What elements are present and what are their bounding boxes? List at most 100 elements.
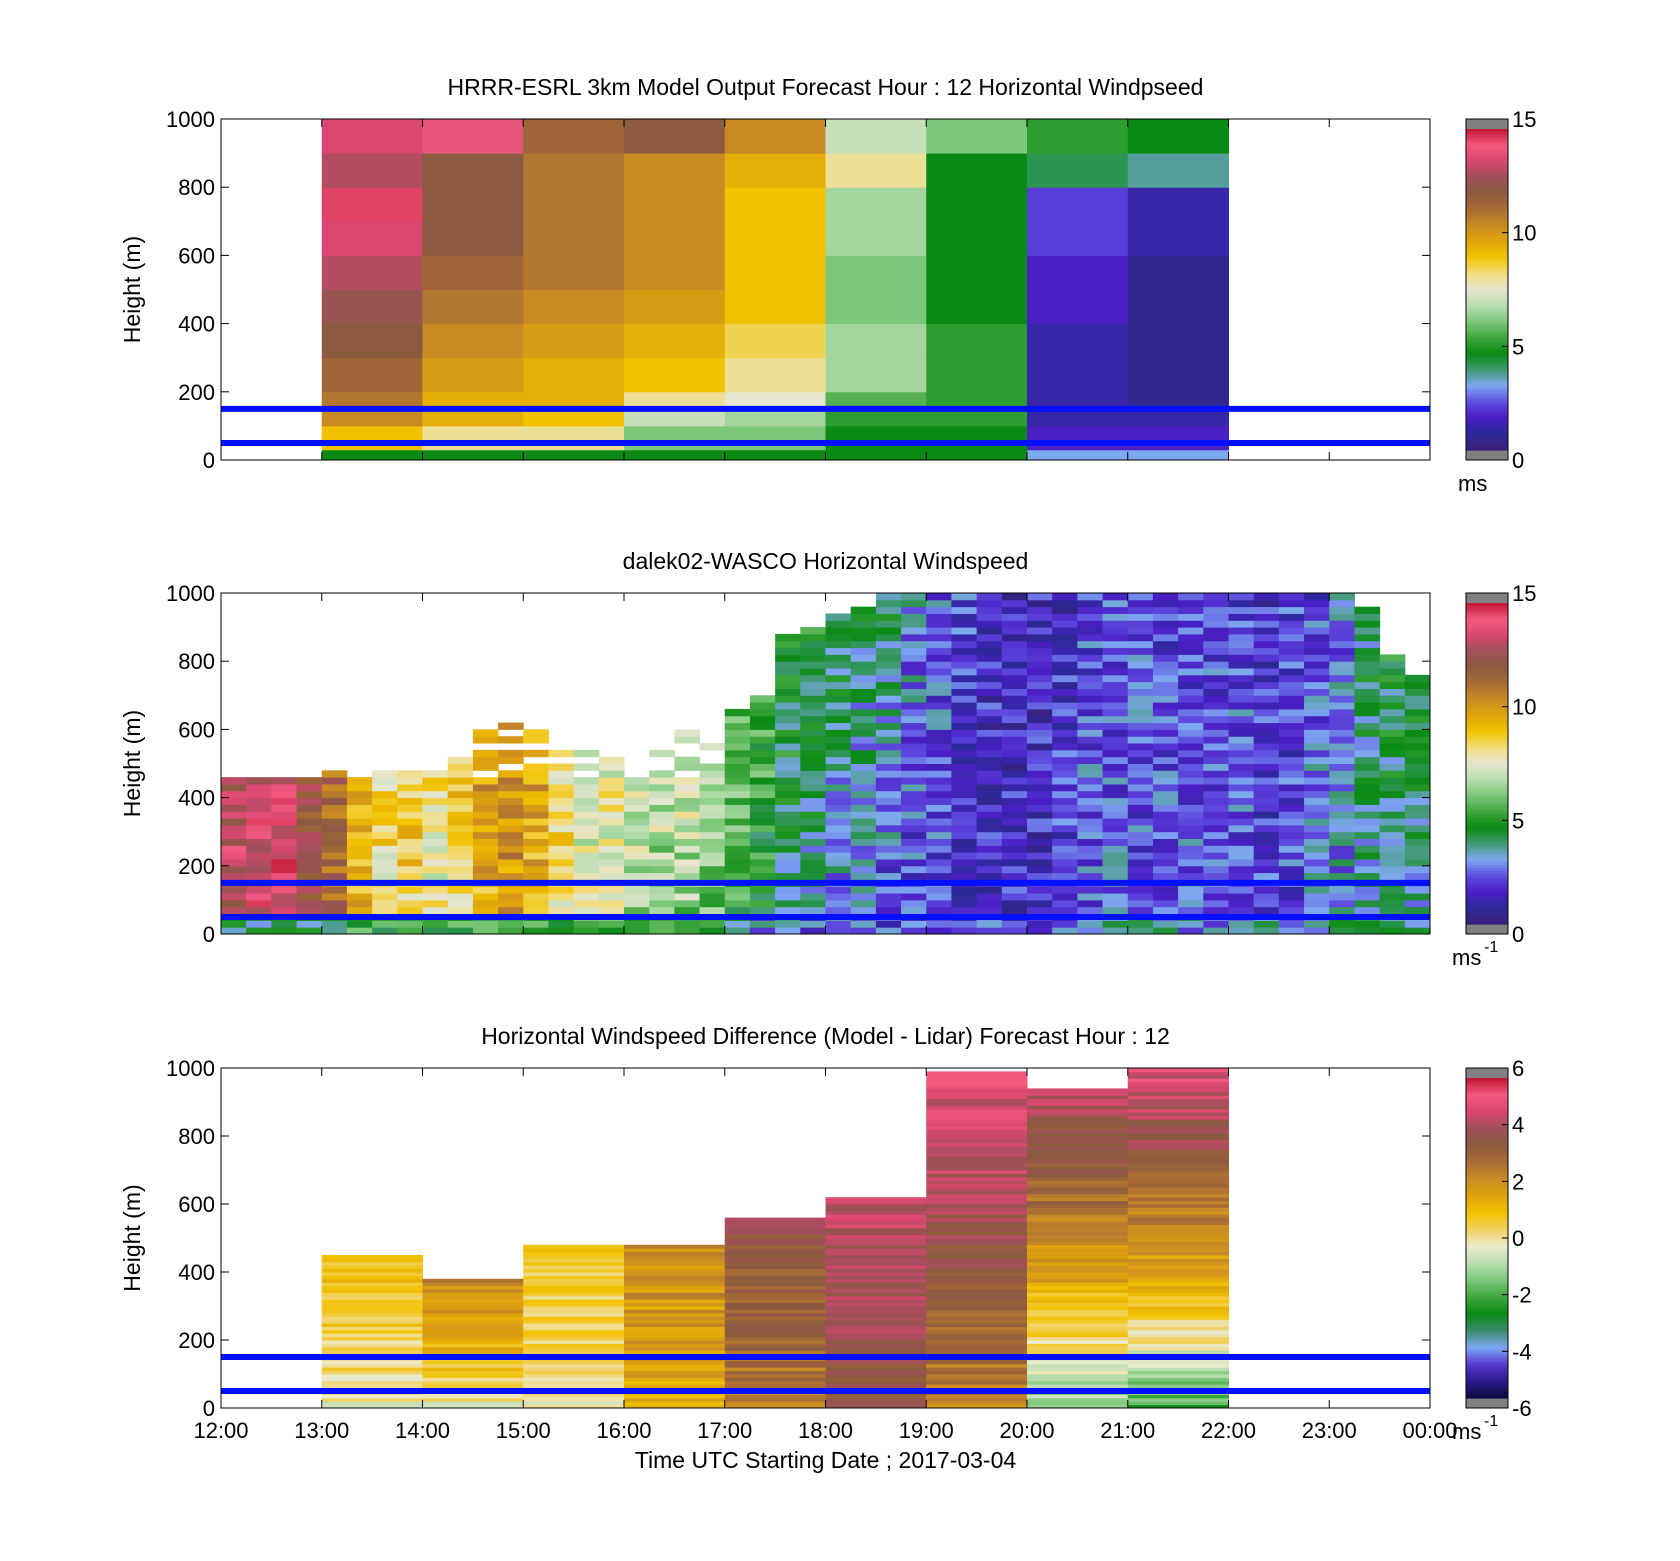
heatmap-cell — [850, 906, 877, 915]
colorbar-segment — [1466, 195, 1508, 200]
colorbar-segment — [1466, 629, 1508, 634]
heatmap-cell — [649, 886, 675, 894]
heatmap-cell — [1027, 818, 1053, 826]
heatmap-cell — [875, 927, 902, 935]
heatmap-cell — [1102, 749, 1129, 758]
heatmap-cell — [1127, 1374, 1229, 1378]
heatmap-cell — [775, 770, 801, 778]
heatmap-cell — [246, 872, 272, 880]
heatmap-cell — [523, 1309, 625, 1314]
heatmap-cell — [1027, 1204, 1129, 1208]
heatmap-cell — [498, 811, 524, 819]
heatmap-cell — [523, 1326, 625, 1331]
heatmap-cell — [724, 777, 751, 785]
colorbar-segment — [1466, 1192, 1508, 1196]
colorbar-segment — [1466, 182, 1508, 186]
heatmap-cell — [1228, 818, 1255, 826]
heatmap-cell — [825, 674, 852, 683]
heatmap-cell — [422, 838, 449, 846]
heatmap-cell — [926, 1231, 1028, 1236]
heatmap-cell — [1203, 606, 1229, 614]
colorbar-segment — [1466, 1150, 1508, 1154]
heatmap-cell — [926, 1095, 1028, 1100]
heatmap-cell — [1178, 797, 1204, 805]
heatmap-cell — [246, 783, 272, 792]
colorbar-cap — [1466, 1398, 1508, 1408]
colorbar-segment — [1466, 238, 1508, 242]
heatmap-cell — [699, 797, 726, 805]
heatmap-cell — [724, 1326, 826, 1331]
heatmap-cell — [1379, 838, 1406, 846]
colorbar-segment — [1466, 1166, 1508, 1170]
colorbar-segment — [1466, 1104, 1508, 1108]
heatmap-cell — [1052, 715, 1078, 724]
heatmap-cell — [724, 1248, 826, 1253]
colorbar-segment — [1466, 1299, 1508, 1303]
heatmap-cell — [1404, 811, 1431, 819]
colorbar-tick-label: 0 — [1512, 448, 1524, 473]
heatmap-cell — [1027, 1193, 1129, 1198]
heatmap-cell — [1152, 749, 1179, 758]
heatmap-cell — [875, 831, 902, 840]
heatmap-cell — [951, 763, 978, 771]
heatmap-cell — [598, 858, 625, 867]
heatmap-cell — [800, 797, 826, 805]
heatmap-cell — [825, 1214, 927, 1219]
heatmap-cell — [447, 777, 474, 785]
heatmap-cell — [1228, 893, 1255, 901]
heatmap-cell — [1027, 674, 1053, 683]
colorbar-segment — [1466, 718, 1508, 722]
heatmap-cell — [724, 1244, 826, 1249]
colorbar-segment — [1466, 214, 1508, 218]
heatmap-cell — [951, 599, 978, 608]
heatmap-cell — [1077, 797, 1104, 805]
colorbar-segment — [1466, 380, 1508, 384]
heatmap-cell — [901, 818, 927, 826]
heatmap-cell — [472, 804, 499, 812]
colorbar-segment — [1466, 359, 1508, 363]
heatmap-cell — [246, 824, 272, 833]
heatmap-cell — [674, 899, 701, 908]
heatmap-cell — [1304, 906, 1330, 915]
heatmap-cell — [548, 927, 575, 935]
heatmap-cell — [548, 838, 575, 846]
heatmap-cell — [422, 449, 524, 461]
colorbar-segment — [1466, 1248, 1508, 1252]
heatmap-cell — [926, 770, 952, 778]
heatmap-cell — [1354, 790, 1381, 799]
heatmap-cell — [624, 804, 650, 812]
heatmap-cell — [850, 804, 877, 812]
colorbar-segment — [1466, 1304, 1508, 1308]
heatmap-cell — [951, 886, 978, 894]
heatmap-cell — [624, 119, 726, 154]
colorbar-segment — [1466, 265, 1508, 269]
heatmap-cell — [1027, 119, 1129, 154]
heatmap-cell — [1001, 872, 1028, 880]
heatmap-cell — [1178, 763, 1204, 771]
heatmap-cell — [901, 647, 927, 655]
heatmap-cell — [1329, 818, 1355, 826]
heatmap-cell — [1178, 858, 1204, 867]
colorbar-segment — [1466, 1144, 1508, 1148]
heatmap-cell — [1102, 736, 1129, 744]
heatmap-cell — [422, 1289, 524, 1293]
heatmap-cell — [1404, 702, 1431, 710]
heatmap-cell — [926, 1156, 1028, 1161]
heatmap-cell — [271, 858, 298, 867]
heatmap-cell — [1077, 736, 1104, 744]
heatmap-cell — [498, 818, 524, 826]
heatmap-cell — [724, 838, 751, 846]
heatmap-cell — [321, 899, 348, 908]
heatmap-cell — [498, 838, 524, 846]
heatmap-cell — [523, 1350, 625, 1355]
heatmap-cell — [825, 1401, 927, 1406]
heatmap-cell — [1027, 1363, 1129, 1368]
heatmap-cell — [1253, 852, 1280, 860]
heatmap-cell — [1354, 620, 1381, 628]
heatmap-cell — [649, 770, 675, 778]
heatmap-cell — [1127, 1125, 1229, 1130]
heatmap-cell — [1203, 756, 1229, 764]
heatmap-cell — [498, 790, 524, 799]
heatmap-cell — [724, 1367, 826, 1372]
heatmap-cell — [976, 654, 1003, 662]
